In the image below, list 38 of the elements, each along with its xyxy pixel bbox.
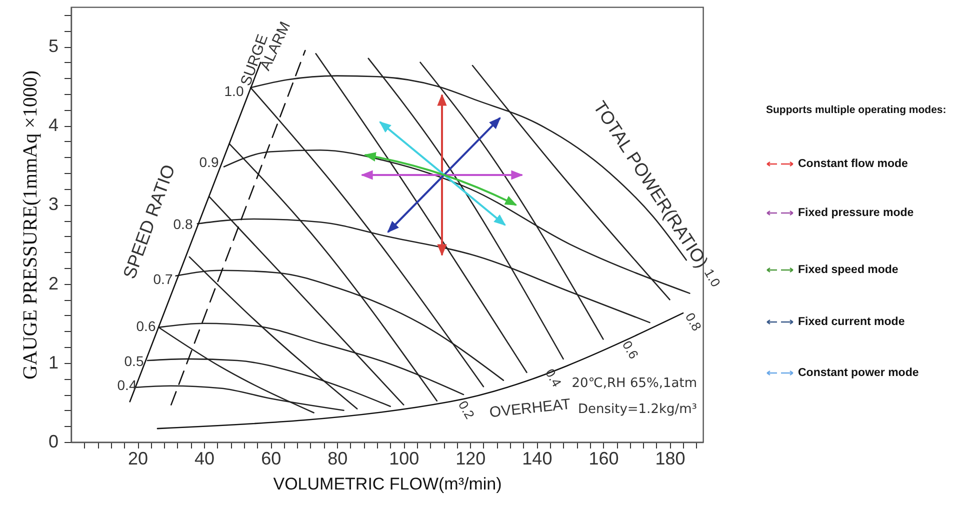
annotation: 0.8 [682, 310, 704, 334]
x-axis-title: VOLUMETRIC FLOW(m³/min) [273, 474, 502, 494]
x-tick-label: 120 [456, 448, 486, 468]
annotation: 0.9 [199, 154, 219, 170]
x-tick-label: 80 [328, 448, 348, 468]
y-tick-label: 2 [48, 273, 58, 294]
annotation: 20℃,RH 65%,1atm [572, 376, 697, 391]
text: Supports multiple operating modes: [766, 104, 946, 116]
text: Constant power mode [798, 367, 919, 379]
y-tick-label: 3 [48, 194, 58, 214]
annotation: 0.7 [153, 271, 173, 287]
text: Constant flow mode [798, 158, 908, 170]
text: Fixed current mode [798, 316, 905, 328]
annotation: 0.2 [455, 398, 478, 422]
x-tick-label: 60 [261, 448, 282, 468]
y-tick-label: 0 [48, 432, 58, 452]
annotation: 0.4 [542, 366, 564, 390]
annotation: 0.8 [173, 216, 193, 232]
annotation: 1.0 [701, 266, 724, 290]
x-tick-label: 140 [522, 448, 552, 468]
y-tick-label: 1 [48, 352, 58, 372]
x-tick-label: 180 [655, 448, 686, 468]
annotation: 0.6 [619, 338, 642, 362]
text: Fixed pressure mode [798, 207, 914, 219]
y-axis-title: GAUGE PRESSURE(1mmAq ×1000) [19, 70, 42, 380]
annotation: 1.0 [224, 83, 244, 99]
annotation: Density=1.2kg/m³ [578, 402, 697, 417]
x-tick-label: 20 [128, 448, 148, 468]
text: Fixed speed mode [798, 264, 898, 276]
x-tick-label: 100 [389, 448, 420, 468]
y-tick-label: 4 [48, 115, 58, 136]
annotation: 0.5 [124, 353, 144, 369]
y-tick-label: 5 [48, 36, 58, 56]
annotation: OVERHEAT [488, 396, 572, 422]
x-tick-label: 40 [194, 448, 215, 468]
annotation: 0.6 [136, 318, 156, 334]
x-tick-label: 160 [588, 448, 619, 468]
annotation: 0.4 [117, 377, 137, 393]
